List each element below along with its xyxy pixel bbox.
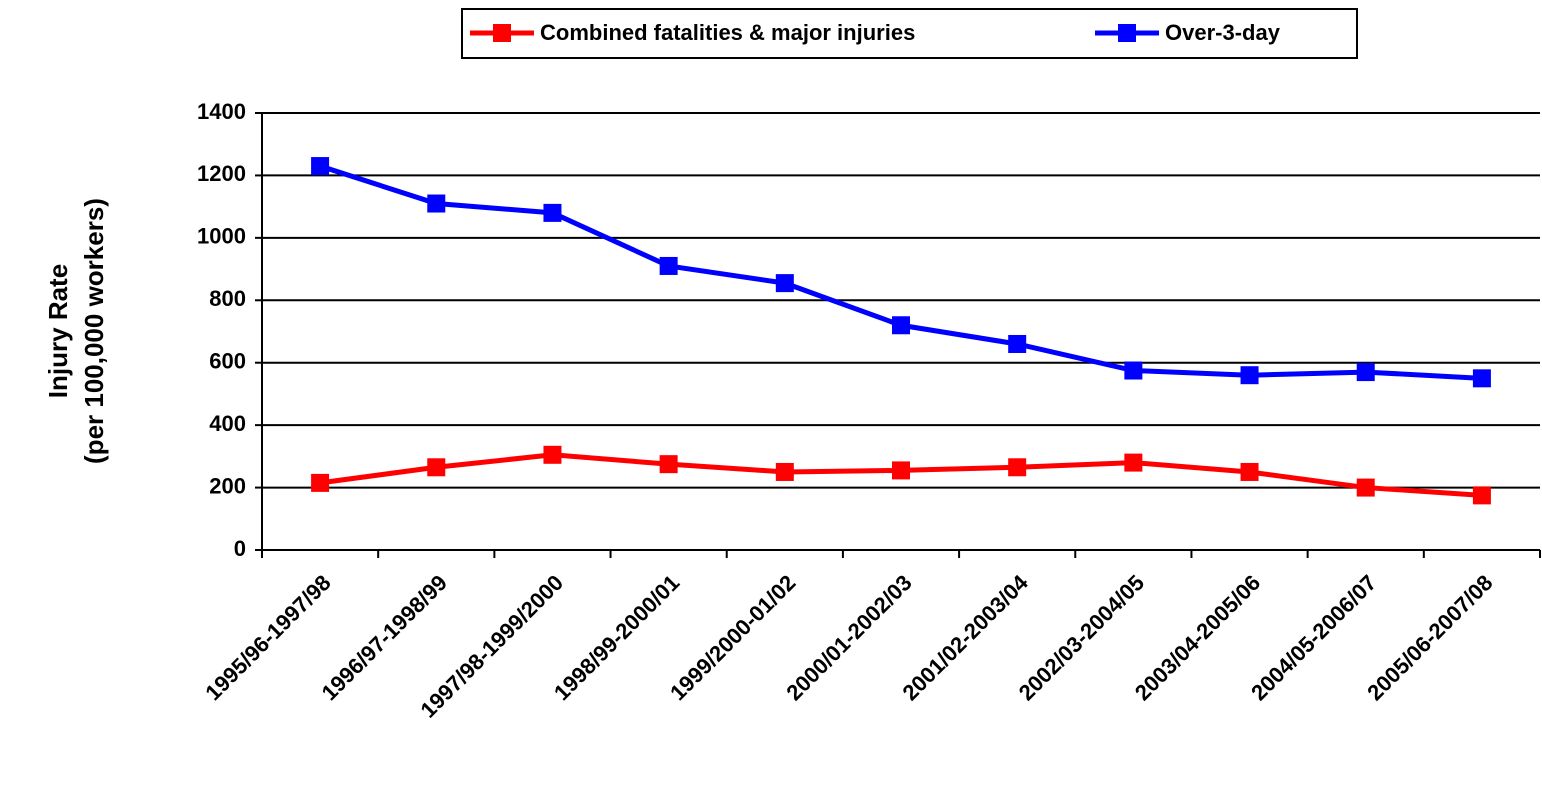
point-marker bbox=[1240, 462, 1259, 481]
point-marker bbox=[1008, 458, 1027, 477]
point-marker bbox=[1008, 334, 1027, 353]
point-marker bbox=[1356, 478, 1375, 497]
point-marker bbox=[1240, 366, 1259, 385]
y-tick-label: 200 bbox=[209, 473, 246, 498]
point-marker bbox=[311, 157, 330, 176]
point-marker bbox=[1124, 453, 1143, 472]
x-tick-label: 2004/05-2006/07 bbox=[1246, 570, 1381, 705]
y-tick-label: 1400 bbox=[197, 99, 246, 124]
y-tick-label: 1000 bbox=[197, 224, 246, 249]
point-marker bbox=[775, 274, 794, 293]
x-tick-label: 2000/01-2002/03 bbox=[781, 570, 916, 705]
point-marker bbox=[775, 462, 794, 481]
point-marker bbox=[1472, 486, 1491, 505]
x-tick-label: 2005/06-2007/08 bbox=[1362, 570, 1497, 705]
point-marker bbox=[1472, 369, 1491, 388]
x-tick-label: 1999/2000-01/02 bbox=[665, 570, 800, 705]
y-axis-title: Injury Rate bbox=[43, 264, 73, 398]
legend-marker bbox=[493, 24, 511, 42]
y-tick-label: 400 bbox=[209, 411, 246, 436]
point-marker bbox=[427, 458, 446, 477]
point-marker bbox=[543, 445, 562, 464]
legend-label: Combined fatalities & major injuries bbox=[540, 20, 915, 45]
legend-marker bbox=[1118, 24, 1136, 42]
y-tick-label: 0 bbox=[234, 536, 246, 561]
legend-box bbox=[461, 8, 1358, 59]
point-marker bbox=[892, 461, 910, 480]
point-marker bbox=[659, 256, 678, 275]
x-tick-label: 1996/97-1998/99 bbox=[317, 570, 452, 705]
point-marker bbox=[1124, 361, 1143, 380]
y-axis-title: (per 100,000 workers) bbox=[79, 198, 109, 464]
x-tick-label: 2001/02-2003/04 bbox=[898, 569, 1034, 705]
y-tick-label: 1200 bbox=[197, 161, 246, 186]
point-marker bbox=[1356, 363, 1375, 382]
point-marker bbox=[311, 473, 330, 492]
x-tick-label: 2002/03-2004/05 bbox=[1014, 570, 1149, 705]
x-tick-label: 1995/96-1997/98 bbox=[200, 570, 335, 705]
point-marker bbox=[543, 203, 562, 222]
y-tick-label: 600 bbox=[209, 349, 246, 374]
point-marker bbox=[892, 316, 910, 335]
x-tick-label: 2003/04-2005/06 bbox=[1130, 570, 1265, 705]
x-tick-label: 1998/99-2000/01 bbox=[549, 570, 684, 705]
point-marker bbox=[659, 455, 678, 474]
y-tick-label: 800 bbox=[209, 286, 246, 311]
legend-label: Over-3-day bbox=[1165, 20, 1281, 45]
point-marker bbox=[427, 194, 446, 213]
series-line bbox=[319, 163, 1483, 381]
